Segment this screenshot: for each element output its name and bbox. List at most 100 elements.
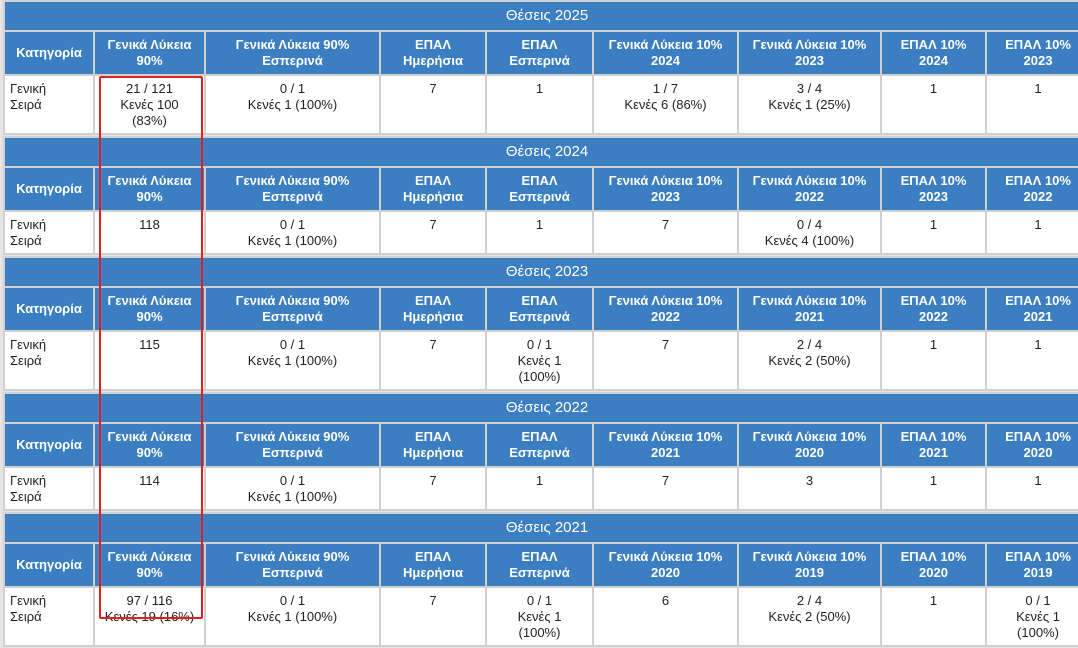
text-line: Γενικά Λύκεια 10% (752, 173, 867, 188)
header-cell: Γενικά Λύκεια 10% 2020 (594, 544, 737, 586)
text-line: 2023 (651, 189, 680, 204)
data-cell: 1 (882, 588, 985, 645)
text-line: 7 (429, 217, 437, 232)
text-line: 2023 (1023, 53, 1053, 68)
text-line: Κενές 1 (100%) (247, 609, 338, 624)
text-line: 2021 (651, 445, 680, 460)
text-line: ΕΠΑΛ (414, 173, 452, 188)
header-cell: ΕΠΑΛ 10% 2020 (987, 424, 1078, 466)
header-cell: Γενικά Λύκεια 90% Εσπερινά (206, 424, 379, 466)
text-line: ΕΠΑΛ 10% (900, 549, 967, 564)
data-cell: 0 / 1 Κενές 1 (100%) (206, 468, 379, 509)
data-cell: 6 (594, 588, 737, 645)
text-line: Γενικά Λύκεια 90% (235, 549, 350, 564)
header-cell: ΕΠΑΛ 10% 2022 (987, 168, 1078, 210)
text-line: Κενές 1 (100%) (247, 353, 338, 368)
text-line: 2021 (1023, 309, 1053, 324)
text-line: 2023 (795, 53, 824, 68)
text-line: 0 / 4 (796, 217, 823, 232)
data-cell: 7 (594, 212, 737, 253)
text-line: 1 (929, 473, 938, 488)
text-line: (100%) (518, 625, 561, 640)
header-cell: Κατηγορία (5, 32, 93, 74)
data-cell: 7 (594, 468, 737, 509)
text-line: Γενικά Λύκεια 10% (752, 37, 867, 52)
header-cell: ΕΠΑΛ 10% 2023 (987, 32, 1078, 74)
header-cell: Γενικά Λύκεια 10% 2021 (739, 288, 880, 330)
text-line: Γενικά Λύκεια 90% (235, 173, 350, 188)
title-row: Θέσεις 2025 (5, 2, 1078, 30)
data-cell: 114 (95, 468, 204, 509)
text-line: 2022 (919, 309, 948, 324)
data-cell: 1 (987, 332, 1078, 389)
text-line: 2020 (795, 445, 824, 460)
data-cell: 1 (487, 212, 592, 253)
text-line: 0 / 1 (1025, 593, 1051, 608)
text-line: 3 (805, 473, 814, 488)
text-line: 114 (139, 473, 160, 488)
text-line: 90% (136, 445, 163, 460)
header-cell: ΕΠΑΛ Ημερήσια (381, 424, 485, 466)
header-cell: ΕΠΑΛ 10% 2021 (882, 424, 985, 466)
text-line: 115 (139, 337, 160, 352)
text-line: Γενική (10, 81, 47, 96)
header-row: Κατηγορία Γενικά Λύκεια 90% Γενικά Λύκεια 9… (5, 424, 1078, 466)
title-row: Θέσεις 2021 (5, 514, 1078, 542)
text-line: 0 / 1 (279, 593, 306, 608)
year-table: Θέσεις 2021 Κατηγορία Γενικά Λύκεια 90% Γενι… (3, 512, 1078, 647)
text-line: 0 / 1 (279, 217, 306, 232)
tables: Θέσεις 2025 Κατηγορία Γενικά Λύκεια 90% Γενι… (3, 0, 1078, 648)
text-line: 2020 (1023, 445, 1053, 460)
text-line: Κατηγορία (16, 437, 82, 452)
text-line: ΕΠΑΛ (414, 549, 452, 564)
text-line: ΕΠΑΛ (414, 293, 452, 308)
text-line: Γενικά Λύκεια 90% (235, 293, 350, 308)
header-cell: Γενικά Λύκεια 90% (95, 424, 204, 466)
data-cell: 0 / 1 Κενές 1 (100%) (487, 332, 592, 389)
text-line: Σειρά (10, 97, 42, 112)
text-line: Κενές 1 (100%) (247, 97, 338, 112)
text-line: 0 / 1 (279, 81, 306, 96)
text-line: Γενικά Λύκεια (107, 549, 192, 564)
year-table: Θέσεις 2024 Κατηγορία Γενικά Λύκεια 90% Γενι… (3, 136, 1078, 255)
text-line: 2021 (795, 309, 824, 324)
text-line: ΕΠΑΛ (521, 429, 558, 444)
data-cell: 1 (987, 468, 1078, 509)
text-line: Κενές 6 (86%) (624, 97, 707, 112)
text-line: Εσπερινά (262, 53, 323, 68)
text-line: ΕΠΑΛ 10% (1005, 293, 1071, 308)
data-row: Γενική Σειρά 21 / 121 Κενές 100 (83%) 0 / 1 Κε… (5, 76, 1078, 133)
text-line: Γενική (10, 337, 47, 352)
text-line: Γενικά Λύκεια 10% (608, 173, 723, 188)
title-row: Θέσεις 2024 (5, 138, 1078, 166)
text-line: 1 (929, 217, 938, 232)
year-table: Θέσεις 2023 Κατηγορία Γενικά Λύκεια 90% Γενι… (3, 256, 1078, 391)
text-line: 2022 (651, 309, 680, 324)
text-line: 2024 (651, 53, 680, 68)
data-cell: Γενική Σειρά (5, 332, 93, 389)
text-line: Γενικά Λύκεια (107, 429, 192, 444)
header-cell: ΕΠΑΛ 10% 2019 (987, 544, 1078, 586)
data-row: Γενική Σειρά 97 / 116 Κενές 19 (16%) 0 / 1 Κε… (5, 588, 1078, 645)
data-cell: 0 / 1 Κενές 1 (100%) (987, 588, 1078, 645)
text-line: ΕΠΑΛ (521, 37, 558, 52)
data-cell: 0 / 1 Κενές 1 (100%) (206, 212, 379, 253)
text-line: 2022 (1023, 189, 1053, 204)
text-line: 7 (661, 473, 670, 488)
header-row: Κατηγορία Γενικά Λύκεια 90% Γενικά Λύκεια 9… (5, 544, 1078, 586)
text-line: 7 (429, 81, 437, 96)
text-line: Σειρά (10, 489, 42, 504)
text-line: Κενές 2 (50%) (768, 609, 851, 624)
header-cell: Γενικά Λύκεια 90% (95, 168, 204, 210)
header-row: Κατηγορία Γενικά Λύκεια 90% Γενικά Λύκεια 9… (5, 168, 1078, 210)
text-line: Γενικά Λύκεια 10% (608, 37, 723, 52)
text-line: Κενές 4 (100%) (764, 233, 855, 248)
header-cell: Κατηγορία (5, 544, 93, 586)
text-line: Γενικά Λύκεια (107, 293, 192, 308)
text-line: 0 / 1 (526, 593, 553, 608)
text-line: 90% (136, 189, 163, 204)
data-cell: 1 / 7 Κενές 6 (86%) (594, 76, 737, 133)
page: Θέσεις 2025 Κατηγορία Γενικά Λύκεια 90% Γενι… (3, 0, 1078, 647)
text-line: Εσπερινά (509, 445, 570, 460)
